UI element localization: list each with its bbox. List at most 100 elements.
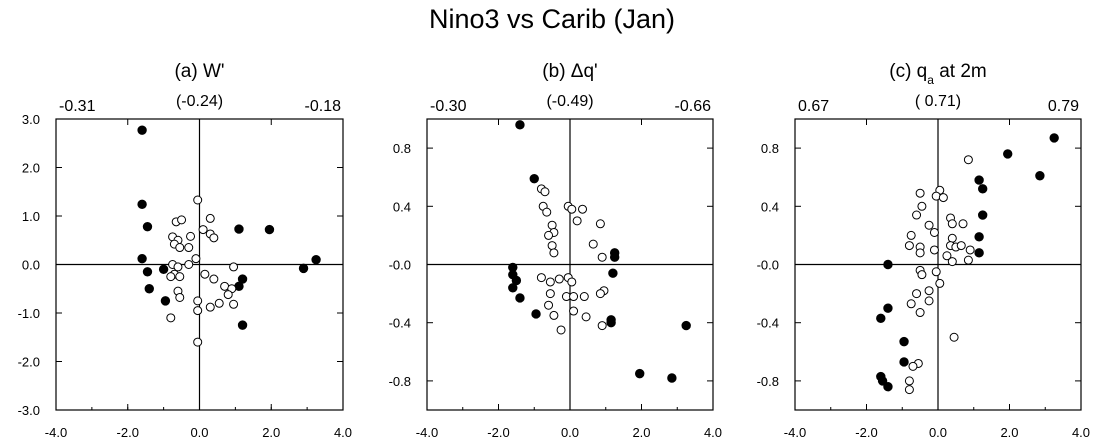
x-tick-label: -4.0 bbox=[416, 425, 438, 440]
data-point-open bbox=[205, 213, 215, 223]
data-point-open bbox=[963, 155, 973, 165]
data-point-open bbox=[917, 201, 927, 211]
x-tick-label: 0.0 bbox=[190, 425, 208, 440]
data-point-open bbox=[572, 216, 582, 226]
data-point-filled bbox=[667, 373, 677, 383]
y-tick-label: -0.4 bbox=[389, 316, 411, 331]
x-tick-label: 4.0 bbox=[334, 425, 352, 440]
data-point-filled bbox=[609, 252, 620, 262]
data-point-open bbox=[915, 248, 925, 258]
y-tick-label: -3.0 bbox=[18, 403, 40, 418]
top-label-center: (-0.24) bbox=[176, 93, 223, 110]
data-point-open bbox=[549, 310, 559, 320]
data-point-filled bbox=[899, 336, 909, 347]
data-point-open bbox=[915, 308, 925, 318]
data-point-open bbox=[166, 313, 176, 323]
panel-title-main: (c) q bbox=[889, 61, 927, 82]
data-point-open bbox=[567, 204, 577, 214]
data-point-open bbox=[924, 296, 934, 306]
data-point-filled bbox=[137, 199, 147, 210]
data-point-filled bbox=[237, 320, 248, 330]
data-point-filled bbox=[237, 274, 248, 284]
y-tick-label: -0.4 bbox=[757, 316, 779, 331]
data-point-filled bbox=[298, 263, 309, 274]
data-point-open bbox=[184, 243, 194, 253]
y-tick-label: 0.4 bbox=[393, 199, 411, 214]
data-point-open bbox=[597, 252, 607, 262]
data-point-filled bbox=[883, 382, 893, 392]
y-tick-label: 2.0 bbox=[22, 161, 40, 176]
data-point-filled bbox=[137, 125, 147, 135]
data-point-filled bbox=[974, 232, 984, 242]
data-point-open bbox=[556, 325, 566, 335]
data-point-filled bbox=[974, 175, 984, 185]
data-point-open bbox=[193, 296, 203, 306]
data-point-open bbox=[198, 225, 208, 235]
data-point-open bbox=[209, 274, 219, 284]
data-point-open bbox=[175, 272, 185, 282]
data-point-open bbox=[935, 278, 945, 288]
top-label-left: 0.67 bbox=[798, 98, 829, 115]
data-point-open bbox=[542, 207, 552, 217]
data-point-open bbox=[929, 245, 939, 255]
data-point-filled bbox=[142, 267, 153, 277]
data-point-open bbox=[229, 299, 239, 309]
data-point-open bbox=[544, 230, 554, 240]
data-point-open bbox=[929, 227, 939, 237]
panel-title: (b) Δq' bbox=[542, 61, 597, 82]
data-point-open bbox=[906, 299, 916, 309]
data-point-open bbox=[958, 219, 968, 229]
figure-title: Nino3 vs Carib (Jan) bbox=[428, 4, 676, 34]
data-point-open bbox=[205, 302, 215, 312]
data-point-filled bbox=[883, 303, 893, 313]
data-point-filled bbox=[515, 120, 525, 130]
data-point-filled bbox=[511, 275, 522, 286]
data-point-filled bbox=[1049, 133, 1059, 143]
x-tick-label: 2.0 bbox=[1000, 425, 1018, 440]
data-point-open bbox=[579, 292, 589, 302]
data-point-open bbox=[193, 195, 203, 205]
data-point-open bbox=[186, 231, 196, 241]
data-point-open bbox=[209, 233, 219, 243]
data-point-filled bbox=[144, 284, 154, 294]
top-label-right: 0.79 bbox=[1048, 98, 1079, 115]
data-point-open bbox=[545, 289, 555, 299]
data-point-filled bbox=[899, 357, 909, 367]
data-point-open bbox=[917, 270, 927, 280]
x-tick-label: 4.0 bbox=[1072, 425, 1090, 440]
y-tick-label: -0.8 bbox=[389, 374, 411, 389]
data-point-filled bbox=[264, 224, 275, 235]
y-tick-label: 3.0 bbox=[22, 112, 40, 127]
data-point-open bbox=[545, 277, 555, 287]
top-label-left: -0.30 bbox=[430, 98, 467, 115]
data-point-filled bbox=[877, 376, 888, 386]
panel-title: (c) qa at 2m bbox=[889, 61, 987, 87]
data-point-open bbox=[569, 292, 579, 302]
y-tick-label: 0.4 bbox=[761, 199, 779, 214]
y-tick-label: -0.0 bbox=[389, 258, 411, 273]
data-point-open bbox=[965, 245, 975, 255]
data-point-open bbox=[223, 290, 233, 300]
data-point-open bbox=[177, 215, 187, 225]
x-tick-label: -4.0 bbox=[784, 425, 806, 440]
data-point-open bbox=[578, 204, 588, 214]
data-point-open bbox=[547, 220, 557, 230]
data-point-open bbox=[184, 260, 194, 269]
data-point-open bbox=[942, 251, 952, 261]
data-point-open bbox=[931, 267, 941, 277]
scatter-panel-2: (b) Δq' -0.30 (-0.49) -0.66 -4.0 -2.0 0.0 2.0 4.… bbox=[389, 61, 722, 440]
data-point-open bbox=[229, 262, 239, 272]
data-point-filled bbox=[974, 248, 984, 258]
data-point-filled bbox=[606, 318, 616, 328]
data-point-open bbox=[175, 243, 185, 253]
panel-title-main: (b) Δq' bbox=[542, 61, 597, 82]
top-label-center: (-0.49) bbox=[546, 93, 593, 110]
data-point-open bbox=[597, 321, 607, 331]
x-tick-label: -2.0 bbox=[855, 425, 877, 440]
x-tick-label: -4.0 bbox=[45, 425, 67, 440]
data-point-open bbox=[924, 220, 934, 230]
panel-title-subscript: a bbox=[927, 73, 934, 87]
data-point-open bbox=[549, 248, 559, 258]
scatter-panel-3: (c) qa at 2m 0.67 ( 0.71) 0.79 -4.0 -2.0 0.0 2.… bbox=[757, 61, 1090, 440]
